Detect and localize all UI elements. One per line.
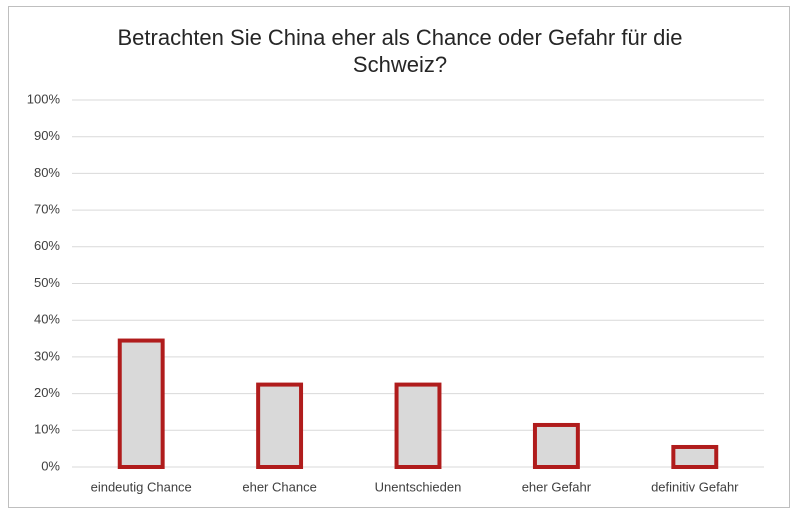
x-tick-label: eher Chance [242, 479, 316, 494]
x-tick-label: eher Gefahr [522, 479, 592, 494]
y-tick-label: 20% [34, 385, 60, 400]
y-tick-label: 50% [34, 275, 60, 290]
x-tick-label: Unentschieden [375, 479, 462, 494]
bar [671, 444, 719, 470]
x-tick-label: eindeutig Chance [91, 479, 192, 494]
y-tick-label: 10% [34, 422, 60, 437]
bar [394, 382, 442, 469]
chart-title: Betrachten Sie China eher als Chance ode… [117, 25, 683, 77]
y-tick-label: 60% [34, 238, 60, 253]
bar [256, 382, 304, 469]
y-tick-label: 40% [34, 312, 60, 327]
y-tick-label: 30% [34, 348, 60, 363]
y-tick-label: 0% [41, 458, 60, 473]
y-tick-label: 90% [34, 128, 60, 143]
y-tick-label: 70% [34, 202, 60, 217]
bar [532, 422, 580, 469]
x-tick-label: definitiv Gefahr [651, 479, 739, 494]
bar [117, 338, 165, 469]
y-tick-label: 80% [34, 165, 60, 180]
y-tick-label: 100% [27, 91, 61, 106]
chart-frame [8, 6, 790, 508]
